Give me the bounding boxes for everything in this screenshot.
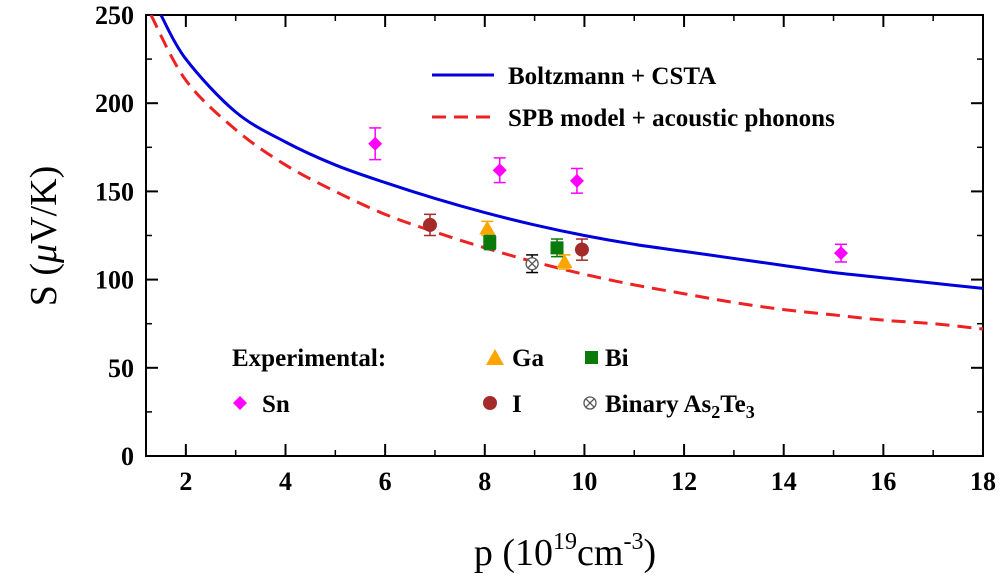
legend-marker-i — [483, 396, 497, 410]
y-axis-title: S (μV/K) — [23, 166, 65, 306]
legend-marker-binary — [583, 396, 597, 410]
data-point — [556, 253, 573, 270]
x-tick-label: 16 — [870, 467, 896, 496]
sn-marker — [834, 246, 849, 261]
experimental-points — [368, 127, 849, 274]
x-tick-label: 6 — [379, 467, 392, 496]
legend-marker-ga — [486, 349, 504, 365]
sn-marker — [368, 136, 383, 151]
x-tick-label: 4 — [279, 467, 292, 496]
y-tick-label: 150 — [95, 177, 134, 206]
legend-label-spb: SPB model + acoustic phonons — [508, 105, 835, 132]
data-point — [492, 157, 507, 184]
data-point — [574, 238, 589, 261]
x-tick-label: 14 — [771, 467, 797, 496]
data-point — [483, 234, 497, 251]
legend-marker-bi — [585, 351, 598, 364]
legend-label-boltzmann: Boltzmann + CSTA — [508, 63, 716, 90]
bi-marker — [483, 236, 497, 250]
legend-label-bi: Bi — [605, 345, 629, 372]
i-marker — [574, 242, 589, 257]
legend-label-i: I — [512, 391, 522, 418]
legend-markers: Experimental: Ga Bi Sn I Binary As2Te3 — [232, 345, 755, 422]
boltzmann-curve — [159, 15, 983, 290]
data-point — [479, 220, 496, 237]
data-point — [525, 254, 539, 274]
legend-lines: Boltzmann + CSTA SPB model + acoustic ph… — [432, 63, 835, 132]
y-tick-label: 200 — [95, 89, 134, 118]
axis-ticks: 2 4 6 8 10 12 14 16 18 0 50 100 150 200 250 — [95, 1, 996, 496]
legend-label-binary: Binary As2Te3 — [605, 391, 755, 422]
y-tick-label: 100 — [95, 266, 134, 295]
bi-marker — [550, 241, 564, 255]
legend-label-ga: Ga — [512, 345, 544, 372]
x-tick-label: 2 — [179, 467, 192, 496]
data-point — [569, 167, 584, 194]
y-tick-label: 50 — [108, 354, 134, 383]
ga-marker — [479, 220, 496, 235]
x-tick-label: 8 — [478, 467, 491, 496]
sn-marker — [492, 163, 507, 178]
x-tick-label: 10 — [571, 467, 597, 496]
legend-label-sn: Sn — [262, 391, 290, 418]
data-point — [422, 213, 437, 237]
spb-curve — [149, 15, 983, 331]
x-tick-label: 12 — [671, 467, 697, 496]
data-point — [368, 127, 383, 161]
legend-marker-sn — [233, 396, 247, 410]
x-axis-title: p (1019cm-3) — [474, 529, 656, 574]
binary-marker-cross — [527, 259, 537, 269]
i-marker — [422, 217, 437, 232]
ga-marker — [556, 253, 573, 268]
y-tick-label: 250 — [95, 1, 134, 30]
data-point — [550, 238, 564, 258]
x-tick-label: 18 — [970, 467, 996, 496]
legend-experimental-label: Experimental: — [232, 345, 386, 372]
model-curves — [149, 15, 983, 331]
data-point — [834, 243, 849, 263]
y-tick-label: 0 — [121, 442, 134, 471]
sn-marker — [569, 173, 584, 188]
